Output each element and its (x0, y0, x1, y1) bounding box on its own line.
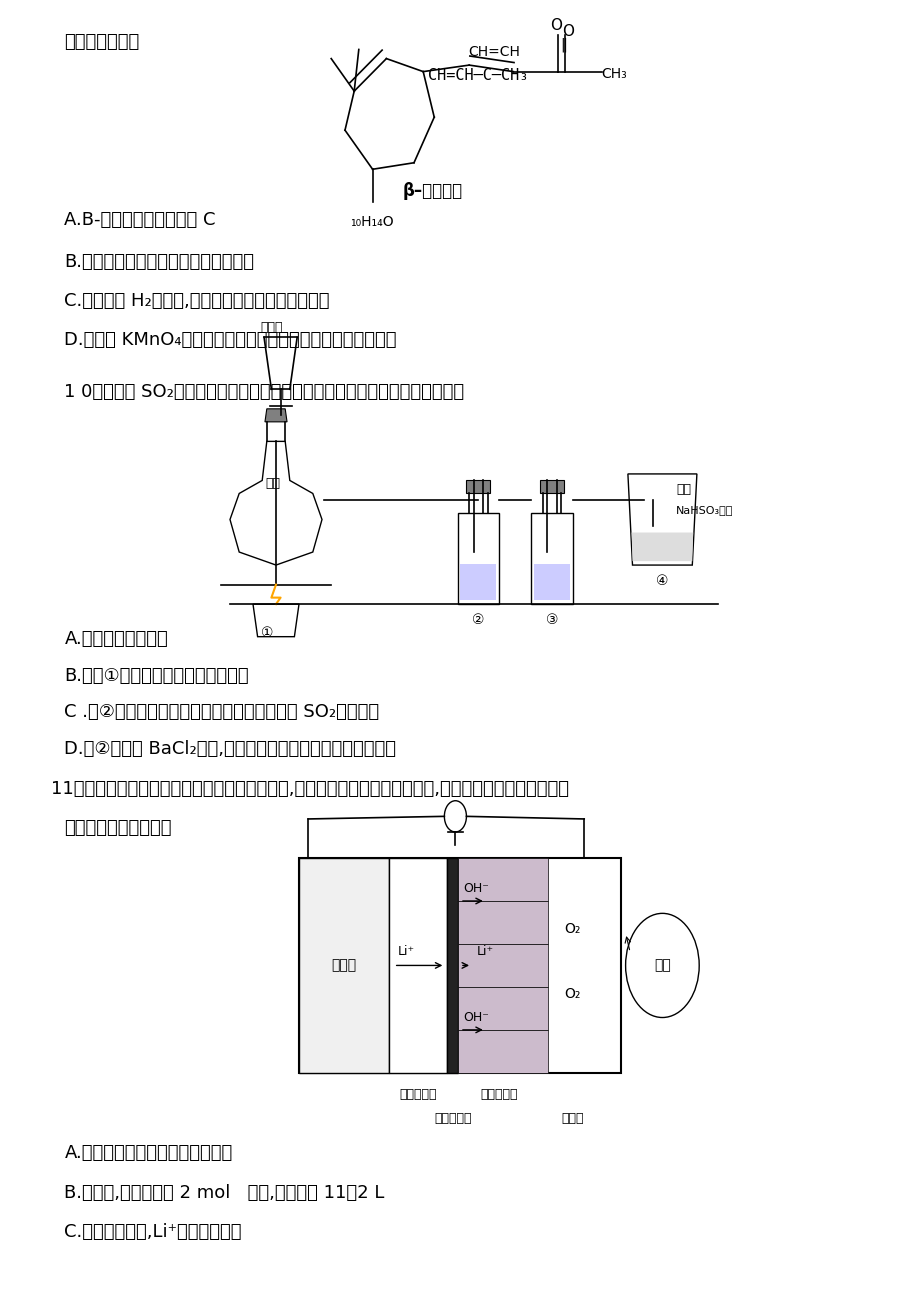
Bar (460, 564, 496, 600)
Bar (458, 513, 498, 604)
Text: 铜片: 铜片 (265, 477, 279, 490)
Bar (533, 564, 570, 600)
Text: B.装置①也可以用于制取氢气、氯气: B.装置①也可以用于制取氢气、氯气 (64, 667, 249, 685)
Text: C .在②中加入品红或紫色石蕊试液都可以验证 SO₂的漂白性: C .在②中加入品红或紫色石蕊试液都可以验证 SO₂的漂白性 (64, 703, 380, 721)
Text: A.上图中有两处错误: A.上图中有两处错误 (64, 630, 168, 648)
Bar (458, 858, 547, 901)
Text: 11、正在研发的锂空气电池能量密度高、成本低,可作为将来电动汽车的动力源,其工作原理如图。下列有关: 11、正在研发的锂空气电池能量密度高、成本低,可作为将来电动汽车的动力源,其工作… (51, 780, 568, 798)
Text: 金属锂: 金属锂 (331, 958, 357, 973)
Text: ①: ① (260, 626, 273, 639)
Text: 有机电解液: 有机电解液 (399, 1088, 437, 1101)
Bar (299, 858, 620, 1073)
Bar (458, 901, 547, 944)
Text: OH⁻: OH⁻ (462, 881, 488, 894)
Text: 水性电解液: 水性电解液 (480, 1088, 517, 1101)
Bar (458, 944, 547, 987)
Text: A.B-紫罗蓝酮的分子式为 C: A.B-紫罗蓝酮的分子式为 C (64, 211, 216, 229)
Text: CH₃: CH₃ (601, 68, 627, 81)
Text: B.分子中所有碳原子也许处在同一平面: B.分子中所有碳原子也许处在同一平面 (64, 253, 255, 271)
Bar (447, 858, 458, 1073)
Text: A.有机电解液可以换成水性电解液: A.有机电解液可以换成水性电解液 (64, 1144, 233, 1163)
Polygon shape (265, 409, 287, 422)
Text: O₂: O₂ (563, 987, 580, 1001)
Text: 该电池的说法对的的是: 该电池的说法对的的是 (64, 819, 172, 837)
Text: O₂: O₂ (563, 922, 580, 936)
Text: C.放电和充电时,Li⁺迁移方向相似: C.放电和充电时,Li⁺迁移方向相似 (64, 1223, 242, 1241)
Text: 催化剂: 催化剂 (561, 1112, 583, 1125)
Bar (299, 858, 389, 1073)
Text: CH=CH: CH=CH (468, 44, 519, 59)
Text: C.与足量的 H₂反映后,分子中官能团的种类减少一种: C.与足量的 H₂反映后,分子中官能团的种类减少一种 (64, 292, 330, 310)
Text: β–紫罗兰酮: β–紫罗兰酮 (402, 182, 462, 201)
Text: ④: ④ (655, 574, 668, 587)
Bar (458, 987, 547, 1030)
Text: Li⁺: Li⁺ (398, 945, 414, 958)
Bar (466, 480, 490, 493)
Text: 的说法对的的是: 的说法对的的是 (64, 33, 140, 51)
Text: CH=CH─C─CH₃: CH=CH─C─CH₃ (427, 68, 528, 83)
Text: 稀硫酸: 稀硫酸 (260, 320, 282, 333)
Text: 固体电解质: 固体电解质 (434, 1112, 471, 1125)
Text: ‖: ‖ (560, 38, 567, 52)
Text: O: O (561, 23, 573, 39)
Text: ②: ② (471, 613, 484, 626)
Bar (539, 480, 563, 493)
Text: OH⁻: OH⁻ (462, 1010, 488, 1023)
Text: O: O (550, 17, 562, 33)
Text: NaHSO₃溶液: NaHSO₃溶液 (675, 505, 732, 516)
Polygon shape (631, 533, 693, 561)
Bar (389, 858, 447, 1073)
Text: 饱和: 饱和 (675, 483, 690, 496)
Text: 1 0、下图是 SO₂制取、性质检查、收集、尾气解决的装置，有关说法对的的是: 1 0、下图是 SO₂制取、性质检查、收集、尾气解决的装置，有关说法对的的是 (64, 383, 464, 401)
Bar (458, 1030, 547, 1073)
Text: B.放电时,外电路通过 2 mol   电子,消耗氧气 11．2 L: B.放电时,外电路通过 2 mol 电子,消耗氧气 11．2 L (64, 1184, 384, 1202)
Text: D.和酸性 KMnO₄溶液、溴的四氯化碳溶液发生的反映类型相似: D.和酸性 KMnO₄溶液、溴的四氯化碳溶液发生的反映类型相似 (64, 331, 396, 349)
Text: 空气: 空气 (653, 958, 670, 973)
Text: D.在②中加入 BaCl₂溶液,先生成白色沉淀，随后沉淀慢慢消失: D.在②中加入 BaCl₂溶液,先生成白色沉淀，随后沉淀慢慢消失 (64, 740, 396, 758)
Bar (531, 513, 573, 604)
Text: ₁₀H₁₄O: ₁₀H₁₄O (349, 215, 392, 229)
Text: Li⁺: Li⁺ (476, 945, 494, 958)
Text: ③: ③ (545, 613, 558, 626)
